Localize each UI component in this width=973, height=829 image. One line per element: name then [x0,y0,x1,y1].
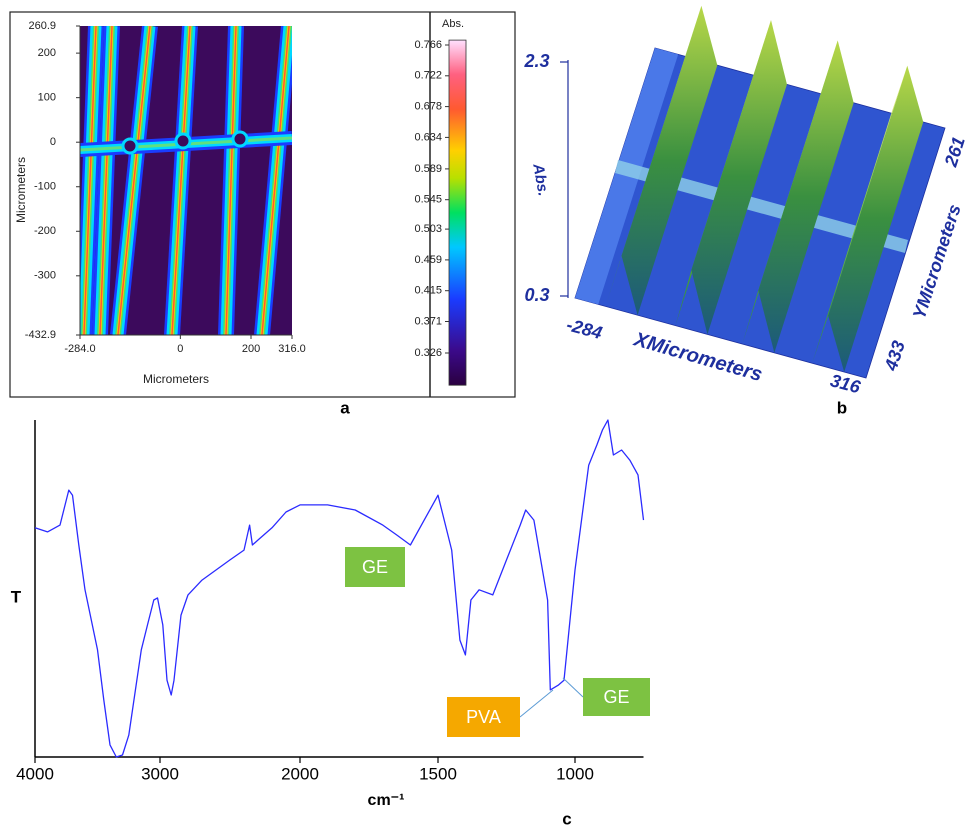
colorbar-tick-label: 0.459 [414,254,442,266]
y-tick-label: -300 [34,270,56,282]
annotation-text: PVA [466,707,501,727]
x-axis-label: cm⁻¹ [368,792,405,809]
heatmap-stripe [225,26,237,335]
x-tick-label: 200 [242,343,260,355]
x-tick-label: 316.0 [278,343,306,355]
heatmap-node [174,132,192,150]
annotation-box [447,697,520,737]
panel-label: a [340,398,350,417]
colorbar-tick-label: 0.678 [414,101,442,113]
x-tick-label: 0 [177,343,183,355]
heatmap-stripe [83,26,97,335]
y-tick-label: 100 [38,92,56,104]
z-axis-label: Abs. [529,161,552,197]
colorbar-tick-label: 0.634 [414,131,442,143]
colorbar-title: Abs. [442,18,464,30]
annotation-text: GE [603,687,629,707]
heatmap-stripe [171,26,191,335]
annotation-box [345,547,405,587]
y-tick-label: 433 [880,338,909,374]
colorbar-tick-label: 0.371 [414,315,442,327]
x-tick-label: 4000 [16,764,54,783]
surface-ridge-face [691,20,787,335]
colorbar [448,39,467,386]
y-tick-label: 261 [940,134,969,170]
y-tick-label: 0 [50,136,56,148]
x-tick-label: 3000 [141,764,179,783]
x-tick-label: -284 [564,314,604,343]
colorbar-tick-label: 0.326 [414,347,442,359]
surface-ridge-face [758,40,854,353]
x-tick-label: -284.0 [64,343,95,355]
y-axis-label: Micrometers [14,157,28,223]
y-tick-label: 260.9 [28,20,56,32]
x-tick-label: 2000 [281,764,319,783]
colorbar-tick-label: 0.545 [414,194,442,206]
x-axis-label: Micrometers [143,372,209,386]
colorbar-tick-label: 0.722 [414,70,442,82]
colorbar-tick-label: 0.589 [414,163,442,175]
x-tick-label: 1500 [419,764,457,783]
y-tick-label: 200 [38,47,56,59]
spectrum-line [34,419,645,758]
heatmap-image [80,26,292,335]
heatmap-node [121,137,139,155]
surface-cross [615,160,908,253]
panel-label: b [837,398,847,417]
colorbar-tick-label: 0.766 [414,39,442,51]
surface-ridge-face [828,65,924,372]
leader-line [562,677,584,698]
surface-ridge-face [621,5,718,316]
y-axis-label: YMicrometers [909,202,965,321]
colorbar-tick-label: 0.503 [414,223,442,235]
y-tick-label: -200 [34,225,56,237]
y-tick-label: -100 [34,181,56,193]
annotation-box [583,678,650,716]
z-tick-label: 2.3 [523,51,549,71]
annotation-text: GE [362,557,388,577]
surface-ridge-face [812,65,908,364]
heatmap-stripe [99,26,113,335]
x-tick-label: 1000 [556,764,594,783]
colorbar-tick-label: 0.415 [414,285,442,297]
heatmap-node [231,130,249,148]
surface-band [575,48,679,305]
panel-label: c [562,809,571,828]
y-tick-label: -432.9 [25,329,56,341]
heatmap-stripe [261,26,290,335]
heatmap-stripe [117,26,151,335]
y-axis-label: T [11,587,22,606]
z-tick-label: 0.3 [524,285,549,305]
leader-line [519,689,554,718]
